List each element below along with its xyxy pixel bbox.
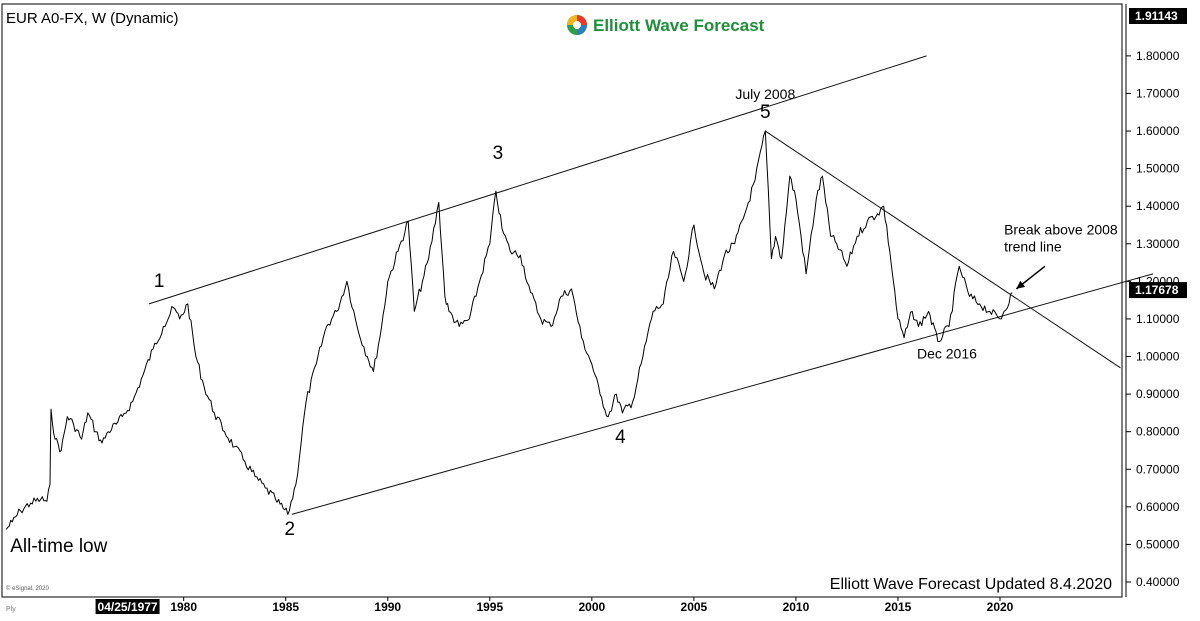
y-tick-label: 1.00000 (1136, 350, 1180, 364)
y-tick-label: 1.70000 (1136, 86, 1180, 100)
last-price-marker: 1.17678 (1129, 282, 1187, 299)
trendline (765, 130, 1121, 369)
y-axis-ticks: 1.80000 1.70000 1.60000 1.50000 1.40000 1.300… (1126, 49, 1180, 589)
x-tick-label: 2015 (885, 600, 912, 614)
plot-area-border (1, 3, 1123, 598)
wave-label: 1 (154, 271, 165, 292)
annotations: July 2008 Dec 2016 All-time low Break above… (10, 86, 1118, 557)
x-start-label-box: 04/25/1977 (95, 599, 160, 614)
y-tick-label: 1.40000 (1136, 199, 1180, 213)
annotation-text: trend line (1004, 238, 1062, 254)
x-axis-ticks: 1980 1985 1990 1995 2000 2005 2010 2015 2020 (170, 597, 1014, 614)
annotation-text: Dec 2016 (917, 345, 977, 361)
source-note: © eSignal, 2020 (6, 585, 49, 592)
y-top-label-background (1129, 8, 1187, 24)
annotation-text: All-time low (10, 536, 107, 557)
wave-label: 4 (615, 427, 626, 448)
last-price-background (1129, 282, 1187, 299)
y-tick-label: 0.70000 (1136, 462, 1180, 476)
y-tick-label: 0.40000 (1136, 575, 1180, 589)
x-tick-label: 2000 (578, 600, 605, 614)
y-tick-label: 1.60000 (1136, 124, 1180, 138)
x-tick-label: 1980 (170, 600, 197, 614)
trendlines (148, 55, 1154, 515)
x-start-label: 04/25/1977 (98, 600, 158, 614)
y-tick-label: 0.80000 (1136, 425, 1180, 439)
annotation-text: Break above 2008 (1004, 221, 1118, 237)
trendline (291, 273, 1154, 515)
x-tick-label: 1985 (272, 600, 299, 614)
last-price-label: 1.17678 (1135, 283, 1179, 297)
y-tick-label: 1.50000 (1136, 162, 1180, 176)
annotation-text: July 2008 (735, 86, 795, 102)
chart-title: EUR A0-FX, W (Dynamic) (6, 10, 179, 27)
wave-labels: 1 2 3 4 5 (154, 102, 771, 540)
x-tick-label: 1990 (374, 600, 401, 614)
watermark-text: Elliott Wave Forecast Updated 8.4.2020 (830, 576, 1112, 593)
corner-label: Ply (6, 606, 16, 613)
brand-logo: Elliott Wave Forecast (567, 15, 765, 35)
y-top-label-box: 1.91143 (1129, 8, 1187, 24)
x-tick-label: 2010 (783, 600, 810, 614)
x-start-label-background (95, 599, 160, 614)
y-tick-label: 1.10000 (1136, 312, 1180, 326)
y-tick-label: 0.60000 (1136, 500, 1180, 514)
wave-label: 2 (285, 519, 296, 540)
price-series (5, 130, 1013, 530)
y-tick-label: 0.50000 (1136, 537, 1180, 551)
x-tick-label: 2020 (987, 600, 1014, 614)
brand-logo-center (573, 21, 581, 29)
brand-name: Elliott Wave Forecast (593, 16, 765, 35)
wave-label: 3 (493, 143, 504, 164)
trendline (148, 55, 927, 305)
x-tick-label: 1995 (476, 600, 503, 614)
wave-label: 5 (760, 102, 771, 123)
arrow-head-icon (1016, 280, 1026, 289)
x-tick-label: 2005 (681, 600, 708, 614)
y-tick-label: 1.30000 (1136, 237, 1180, 251)
y-tick-label: 1.80000 (1136, 49, 1180, 63)
annotation-arrow (1015, 265, 1046, 290)
y-tick-label: 0.90000 (1136, 387, 1180, 401)
y-top-label: 1.91143 (1135, 9, 1178, 23)
price-line (5, 130, 1013, 530)
